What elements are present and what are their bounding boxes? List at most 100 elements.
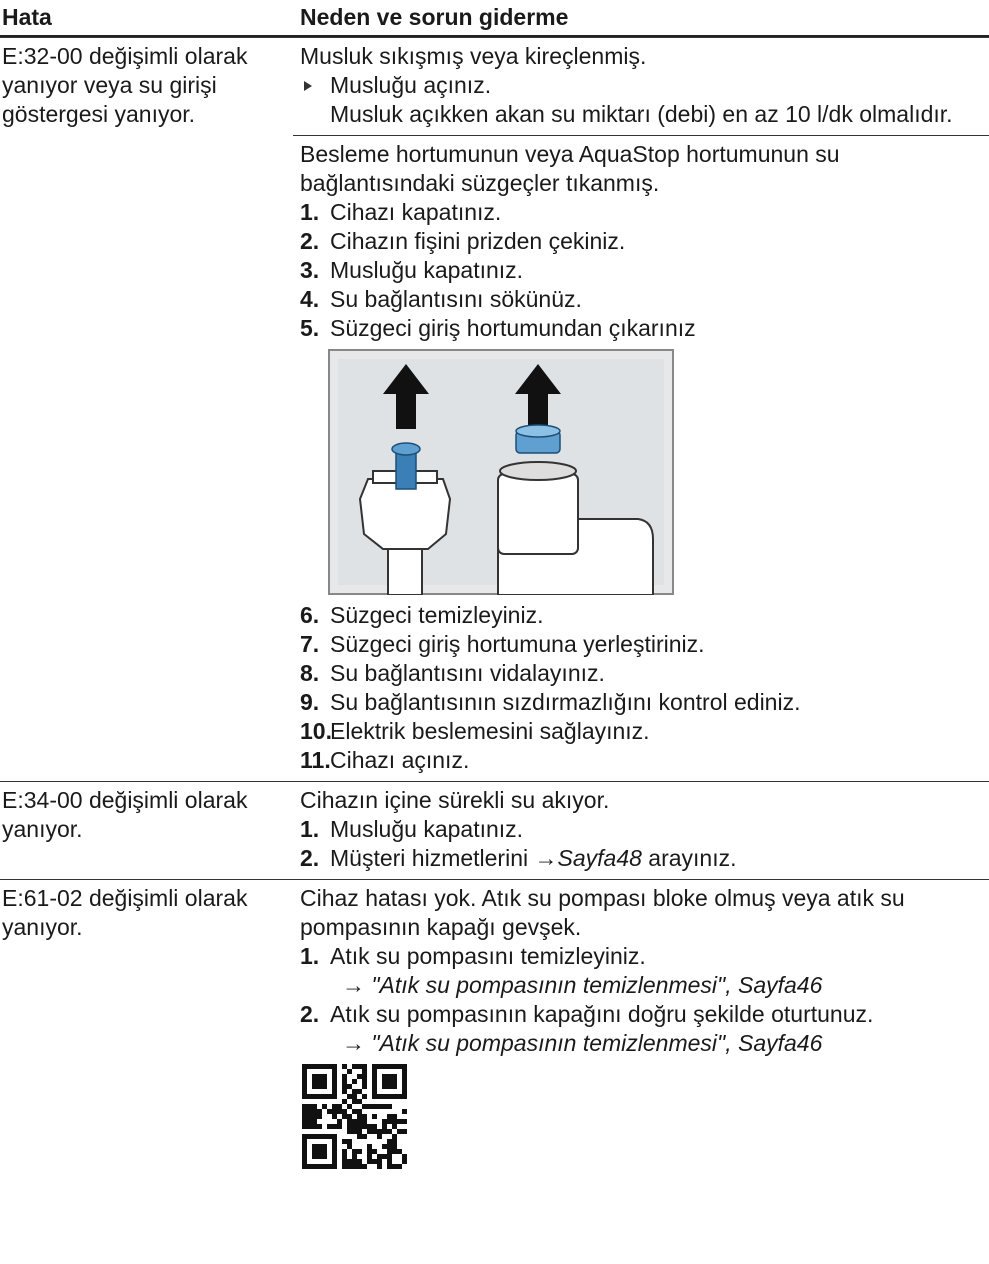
qr-module — [332, 1064, 337, 1069]
qr-module — [302, 1119, 307, 1124]
qr-module — [342, 1159, 347, 1164]
qr-module — [302, 1079, 307, 1084]
qr-module — [332, 1164, 337, 1169]
qr-module — [332, 1139, 337, 1144]
qr-module — [302, 1074, 307, 1079]
qr-module — [387, 1164, 392, 1169]
qr-module — [332, 1149, 337, 1154]
qr-module — [302, 1139, 307, 1144]
qr-module — [312, 1149, 317, 1154]
qr-module — [392, 1164, 397, 1169]
qr-module — [387, 1149, 392, 1154]
qr-module — [362, 1164, 367, 1169]
step-text: Atık su pompasının kapağını doğru şekild… — [330, 1001, 874, 1027]
qr-module — [347, 1129, 352, 1134]
filter-illustration — [328, 349, 674, 595]
qr-module — [367, 1159, 372, 1164]
qr-module — [317, 1109, 322, 1114]
qr-module — [337, 1104, 342, 1109]
qr-module — [307, 1114, 312, 1119]
qr-module — [397, 1149, 402, 1154]
qr-module — [352, 1164, 357, 1169]
qr-module — [357, 1109, 362, 1114]
error-table: Hata Neden ve sorun giderme E:32-00 deği… — [0, 4, 989, 1175]
qr-module — [377, 1064, 382, 1069]
qr-module — [317, 1124, 322, 1129]
qr-module — [372, 1069, 377, 1074]
step-number: 1. — [300, 199, 320, 225]
qr-module — [352, 1109, 357, 1114]
qr-module — [312, 1134, 317, 1139]
page-link: Sayfa48 — [557, 845, 642, 871]
qr-module — [372, 1084, 377, 1089]
qr-module — [322, 1144, 327, 1149]
cause-block: Musluk sıkışmış veya kireçlenmiş. Musluğ… — [293, 38, 989, 135]
qr-module — [357, 1124, 362, 1129]
step-list: 1. Atık su pompasını temizleyiniz. → "Atık… — [300, 942, 989, 1058]
step-number: 1. — [300, 816, 320, 842]
step-item: 2. Müşteri hizmetlerini →Sayfa48 arayınız… — [300, 844, 989, 873]
qr-module — [302, 1109, 307, 1114]
step-list: 6. Süzgeci temizleyiniz. 7. Süzgeci giriş h… — [300, 601, 989, 775]
qr-module — [327, 1064, 332, 1069]
qr-module — [317, 1094, 322, 1099]
qr-module — [332, 1074, 337, 1079]
qr-module — [302, 1089, 307, 1094]
qr-module — [302, 1114, 307, 1119]
qr-module — [357, 1119, 362, 1124]
error-cell: E:61-02 değişimli olarak yanıyor. — [0, 880, 293, 1175]
qr-module — [357, 1089, 362, 1094]
qr-module — [302, 1084, 307, 1089]
qr-module — [392, 1139, 397, 1144]
step-text: Elektrik beslemesini sağlayınız. — [330, 718, 650, 744]
qr-module — [307, 1124, 312, 1129]
qr-module — [337, 1119, 342, 1124]
qr-module — [302, 1144, 307, 1149]
qr-module — [387, 1154, 392, 1159]
qr-module — [402, 1129, 407, 1134]
qr-module — [392, 1094, 397, 1099]
step-text: Musluğu kapatınız. — [330, 816, 524, 842]
qr-module — [377, 1154, 382, 1159]
arrow: → — [342, 972, 365, 998]
bullet-item: Musluğu açınız. — [300, 71, 989, 100]
qr-module — [322, 1084, 327, 1089]
qr-module — [377, 1159, 382, 1164]
qr-module — [377, 1134, 382, 1139]
qr-module — [382, 1084, 387, 1089]
qr-module — [332, 1069, 337, 1074]
qr-module — [357, 1159, 362, 1164]
qr-module — [312, 1154, 317, 1159]
qr-module — [387, 1064, 392, 1069]
qr-module — [342, 1074, 347, 1079]
step-item: 5. Süzgeci giriş hortumundan çıkarınız — [300, 314, 989, 343]
qr-module — [352, 1089, 357, 1094]
step-item: 6. Süzgeci temizleyiniz. — [300, 601, 989, 630]
qr-module — [402, 1069, 407, 1074]
qr-module — [362, 1134, 367, 1139]
qr-module — [347, 1104, 352, 1109]
qr-module — [362, 1124, 367, 1129]
reference: → "Atık su pompasının temizlenmesi", Say… — [300, 1029, 989, 1058]
header-cell: Hata — [2, 4, 52, 30]
step-number: 4. — [300, 286, 320, 312]
qr-module — [367, 1144, 372, 1149]
qr-module — [357, 1134, 362, 1139]
step-text: Atık su pompasını temizleyiniz. — [330, 943, 646, 969]
qr-code — [302, 1064, 407, 1169]
qr-module — [362, 1084, 367, 1089]
cause-cell: Musluk sıkışmış veya kireçlenmiş. Musluğ… — [293, 38, 989, 781]
step-text: Cihazı kapatınız. — [330, 199, 502, 225]
qr-module — [402, 1074, 407, 1079]
qr-module — [317, 1134, 322, 1139]
qr-module — [332, 1124, 337, 1129]
cause-text: Besleme hortumunun veya AquaStop hortumu… — [300, 141, 840, 196]
step-item: 7. Süzgeci giriş hortumuna yerleştiriniz. — [300, 630, 989, 659]
qr-module — [382, 1124, 387, 1129]
qr-module — [312, 1144, 317, 1149]
qr-module — [387, 1084, 392, 1089]
qr-module — [387, 1114, 392, 1119]
qr-module — [322, 1064, 327, 1069]
step-text: Musluğu kapatınız. — [330, 257, 524, 283]
qr-module — [347, 1094, 352, 1099]
